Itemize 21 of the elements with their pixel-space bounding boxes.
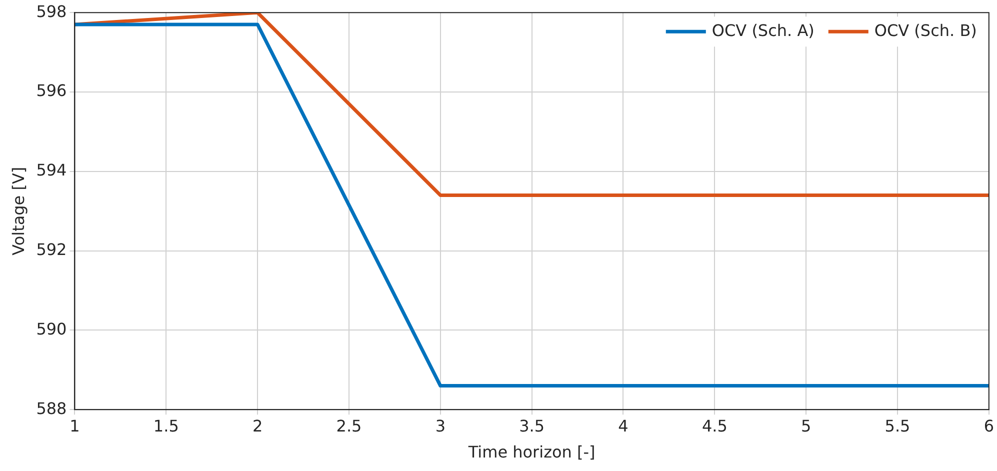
y-tick-label: 598 [36, 2, 67, 21]
y-tick-label: 590 [36, 319, 67, 338]
y-tick-label: 592 [36, 240, 67, 259]
x-tick-label: 2.5 [336, 416, 362, 436]
x-tick-label: 5.5 [884, 416, 910, 436]
x-tick-label: 1 [70, 416, 80, 436]
x-tick-label: 6 [984, 416, 994, 436]
x-tick-label: 1.5 [153, 416, 179, 436]
x-tick-label: 2 [252, 416, 263, 436]
y-tick-label: 588 [36, 398, 67, 418]
y-axis-title: Voltage [V] [8, 166, 28, 256]
x-tick-label: 3.5 [519, 416, 545, 436]
x-tick-label: 4 [618, 416, 628, 436]
x-tick-label: 5 [800, 416, 812, 436]
x-axis-title: Time horizon [-] [467, 442, 596, 462]
x-tick-label: 3 [435, 416, 446, 436]
y-tick-label: 594 [36, 160, 67, 180]
legend-label: OCV (Sch. A) [712, 20, 814, 40]
x-tick-label: 4.5 [702, 416, 728, 436]
y-tick-label: 596 [36, 81, 67, 100]
legend-label: OCV (Sch. B) [874, 20, 977, 40]
